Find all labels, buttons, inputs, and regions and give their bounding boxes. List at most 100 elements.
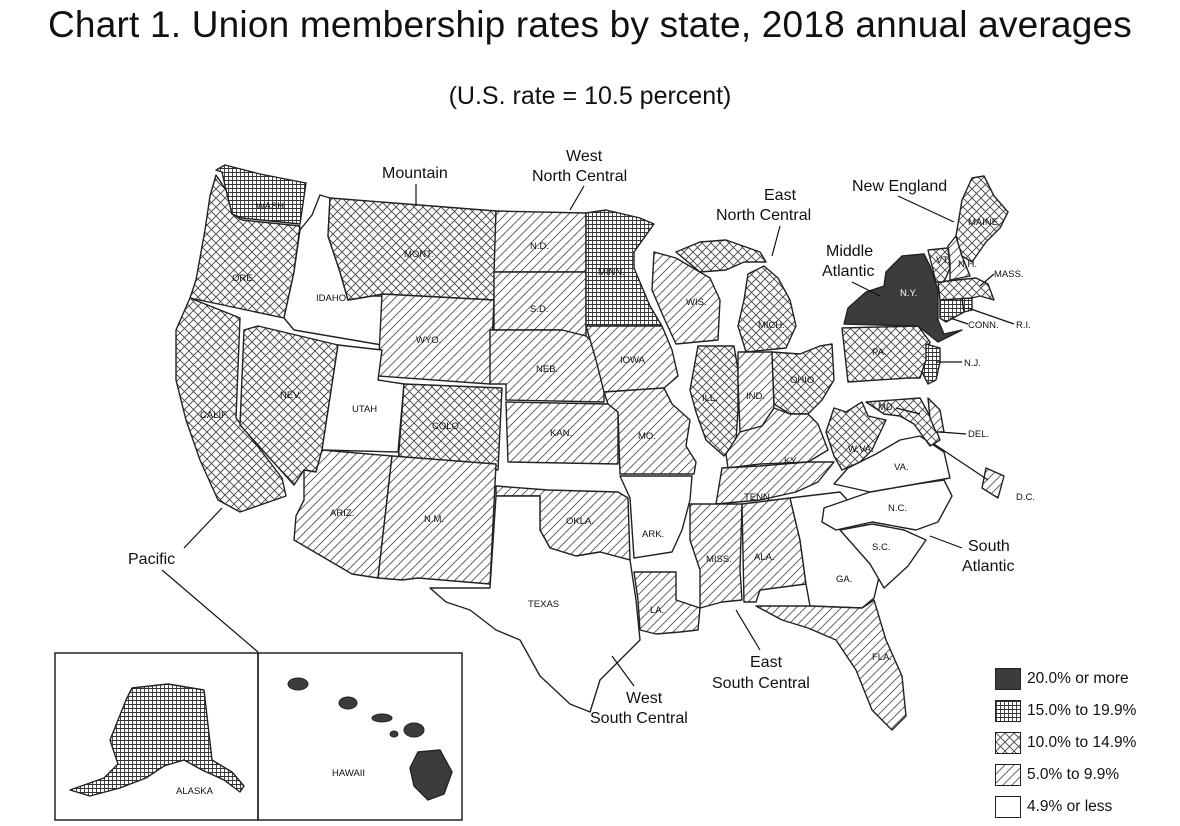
label-wva: W.VA. — [848, 444, 874, 455]
leader-pacific — [183, 507, 223, 549]
region-wnc-line1: West — [566, 148, 603, 165]
leader-sa — [929, 535, 963, 549]
label-sc: S.C. — [872, 542, 890, 553]
leader-ma — [851, 281, 881, 297]
label-ky: KY. — [784, 456, 798, 467]
legend-swatch — [995, 764, 1021, 786]
leader-mass — [979, 273, 995, 287]
label-nd: N.D. — [530, 241, 549, 252]
label-ill: ILL. — [702, 393, 718, 404]
label-texas: TEXAS — [528, 599, 559, 610]
label-pa: PA. — [872, 347, 887, 358]
region-wnc-line2: North Central — [532, 168, 627, 185]
label-ri: R.I. — [1016, 320, 1031, 331]
state-nj — [921, 343, 941, 385]
legend-item: 15.0% to 19.9% — [995, 698, 1136, 724]
label-sd: S.D. — [530, 304, 548, 315]
region-wsc-line1: West — [626, 690, 663, 707]
hawaii-island-kauai — [287, 677, 309, 691]
label-ny: N.Y. — [900, 288, 917, 299]
label-conn: CONN. — [968, 320, 999, 331]
label-nj: N.J. — [964, 358, 981, 369]
leader-dc — [933, 443, 989, 481]
label-okla: OKLA. — [566, 516, 594, 527]
inset-frame-hawaii — [257, 652, 463, 821]
label-colo: COLO. — [432, 421, 462, 432]
label-fla: FLA. — [872, 652, 892, 663]
state-fla — [755, 599, 907, 731]
region-ma-line2: Atlantic — [822, 263, 874, 280]
state-ky — [725, 407, 829, 469]
label-mo: MO. — [638, 431, 656, 442]
leader-md — [895, 407, 921, 415]
state-ohio — [771, 343, 835, 415]
state-mich — [737, 265, 797, 353]
region-mountain: Mountain — [382, 165, 448, 182]
state-wash — [215, 164, 307, 225]
label-mass: MASS. — [994, 269, 1024, 280]
legend-item: 10.0% to 14.9% — [995, 730, 1136, 756]
leader-ri — [967, 307, 1015, 325]
label-va: VA. — [894, 462, 909, 473]
state-ri — [961, 297, 973, 313]
leader-esc — [735, 609, 761, 651]
state-sc — [839, 523, 927, 589]
hawaii-island-oahu — [338, 696, 358, 710]
state-mich-up — [675, 239, 767, 273]
label-ariz: ARIZ. — [330, 508, 354, 519]
state-colo — [397, 383, 503, 471]
region-enc-line1: East — [764, 187, 797, 204]
label-nev: NEV. — [280, 390, 301, 401]
label-calif: CALIF. — [200, 410, 229, 421]
region-sa-line2: Atlantic — [962, 558, 1014, 575]
legend-item: 20.0% or more — [995, 666, 1129, 692]
label-neb: NEB. — [536, 364, 558, 375]
label-ala: ALA. — [754, 552, 775, 563]
state-tenn — [715, 461, 835, 505]
leader-ne — [897, 195, 955, 223]
state-md — [865, 397, 941, 447]
leader-pacific-inset — [161, 569, 259, 653]
state-kan — [505, 401, 619, 465]
state-maine — [955, 175, 1009, 263]
region-esc-line1: East — [750, 654, 783, 671]
state-dc — [981, 467, 1005, 499]
leader-conn — [949, 317, 969, 325]
region-esc-line2: South Central — [712, 675, 810, 692]
legend-swatch — [995, 700, 1021, 722]
hawaii-island-lanai — [389, 730, 399, 738]
label-miss: MISS. — [706, 554, 732, 565]
state-nm — [377, 455, 497, 585]
region-ne: New England — [852, 178, 947, 195]
state-neb — [489, 329, 605, 403]
label-mich: MICH. — [758, 320, 785, 331]
label-kan: KAN. — [550, 428, 572, 439]
hawaii-island-maui — [403, 722, 425, 738]
state-iowa — [585, 325, 679, 393]
chart-subtitle: (U.S. rate = 10.5 percent) — [448, 82, 732, 110]
label-del: DEL. — [968, 429, 989, 440]
label-wis: WIS. — [686, 297, 707, 308]
legend-swatch — [995, 668, 1021, 690]
label-utah: UTAH — [352, 404, 377, 415]
label-tenn: TENN. — [744, 492, 773, 503]
label-la: LA. — [650, 605, 664, 616]
legend-item: 4.9% or less — [995, 794, 1112, 820]
label-hawaii: HAWAII — [332, 768, 365, 779]
region-pacific: Pacific — [128, 551, 175, 568]
label-wyo: WYO. — [416, 335, 441, 346]
legend-label: 10.0% to 14.9% — [1027, 734, 1137, 751]
region-wsc-line2: South Central — [590, 710, 688, 727]
legend-label: 4.9% or less — [1027, 798, 1113, 815]
hawaii-island-molokai — [371, 713, 393, 723]
label-nm: N.M. — [424, 514, 444, 525]
legend-label: 20.0% or more — [1027, 670, 1129, 687]
label-maine: MAINE — [968, 217, 998, 228]
state-miss — [689, 503, 743, 609]
state-wva — [825, 401, 887, 471]
label-nc: N.C. — [888, 503, 907, 514]
legend-swatch — [995, 796, 1021, 818]
leader-wnc — [569, 185, 585, 211]
state-mo — [603, 387, 697, 475]
